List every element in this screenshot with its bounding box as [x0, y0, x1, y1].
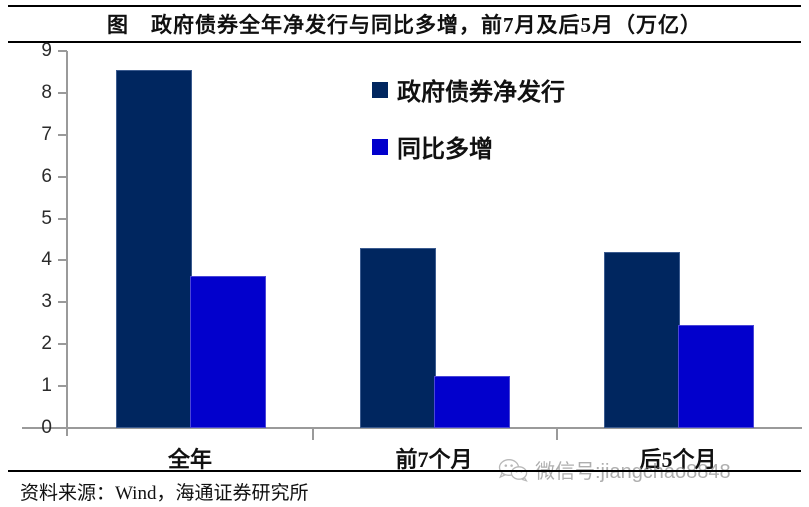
y-tick-label: 9 — [41, 40, 52, 61]
chart-title: 图 政府债券全年净发行与同比多增，前7月及后5月（万亿） — [107, 13, 702, 37]
y-tick-mark — [58, 50, 67, 52]
bar-series-b — [190, 276, 266, 428]
y-tick-label: 7 — [41, 123, 52, 145]
legend-label-series-a: 政府债券净发行 — [397, 80, 565, 106]
y-tick-mark — [58, 217, 67, 220]
y-tick-label: 2 — [41, 333, 52, 355]
title-bottom-rule — [8, 41, 801, 43]
legend-swatch-series-b — [372, 138, 388, 155]
y-tick-mark — [58, 427, 67, 429]
y-tick-mark — [58, 301, 67, 304]
y-tick-label: 8 — [41, 81, 52, 103]
y-tick-label: 5 — [41, 207, 52, 229]
bars-layer — [0, 44, 809, 428]
bar-series-b — [678, 325, 754, 428]
legend-item-series-b: 同比多增 — [372, 129, 565, 164]
y-tick-label: 0 — [41, 417, 52, 438]
source-note: 资料来源：Wind，海通证券研究所 — [20, 483, 309, 504]
bar-series-a — [604, 252, 680, 428]
legend-item-series-a: 政府债券净发行 — [372, 72, 565, 107]
bar-series-a — [116, 69, 192, 428]
legend-swatch-series-a — [372, 81, 388, 98]
y-tick-mark — [58, 259, 67, 262]
y-tick-mark — [58, 175, 67, 178]
x-axis-label: 全年 — [167, 447, 212, 472]
y-tick-mark — [58, 343, 67, 346]
x-axis-label: 后5个月 — [639, 447, 717, 472]
legend-label-series-b: 同比多增 — [397, 137, 493, 163]
x-axis-label: 前7个月 — [395, 447, 473, 472]
bar-series-a — [360, 247, 436, 428]
plot-area: 0 1 2 3 4 5 6 7 8 9 全年 前7个月 后5个月 政府债券净发行 同比多增 — [0, 40, 809, 472]
y-tick-label: 6 — [41, 165, 52, 187]
footer-rule — [8, 470, 801, 472]
bar-series-b — [434, 375, 510, 428]
y-tick-label: 3 — [41, 291, 52, 313]
y-tick-mark — [58, 133, 67, 136]
title-top-rule — [8, 5, 801, 7]
y-axis-line — [66, 51, 68, 436]
y-tick-mark — [58, 91, 67, 94]
y-tick-label: 1 — [41, 375, 52, 397]
y-tick-mark — [58, 385, 67, 388]
chart-legend: 政府债券净发行 同比多增 — [372, 72, 565, 186]
y-tick-label: 4 — [41, 249, 52, 271]
x-axis-line — [22, 427, 802, 429]
x-tick-mark — [312, 429, 314, 440]
x-tick-mark — [556, 429, 558, 440]
